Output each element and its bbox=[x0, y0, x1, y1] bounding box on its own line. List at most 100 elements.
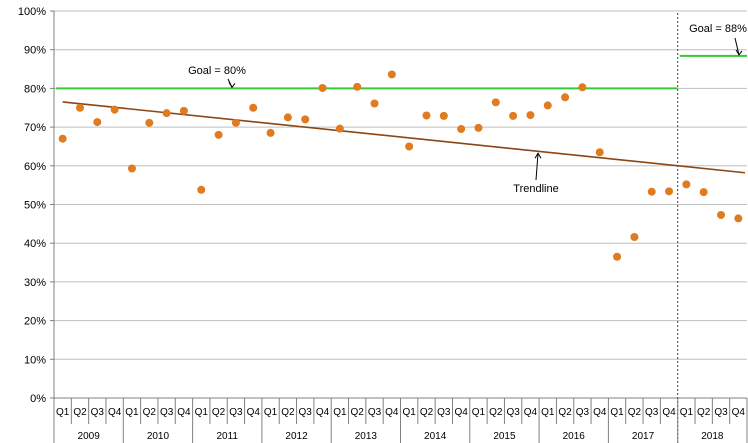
quarter-label: Q1 bbox=[333, 407, 347, 418]
data-point bbox=[162, 109, 171, 118]
data-point bbox=[335, 124, 344, 133]
y-tick-label: 40% bbox=[24, 238, 46, 250]
y-tick-label: 100% bbox=[18, 6, 46, 18]
data-point bbox=[127, 164, 136, 173]
quarter-label: Q4 bbox=[524, 407, 538, 418]
quarter-label: Q3 bbox=[576, 407, 590, 418]
quarter-label: Q3 bbox=[437, 407, 451, 418]
quarter-label: Q4 bbox=[385, 407, 399, 418]
quarter-label: Q3 bbox=[229, 407, 243, 418]
quarter-label: Q4 bbox=[316, 407, 330, 418]
quarter-label: Q1 bbox=[541, 407, 555, 418]
y-tick-label: 60% bbox=[24, 161, 46, 173]
data-point bbox=[110, 105, 119, 114]
data-point bbox=[717, 210, 726, 219]
y-tick-label: 80% bbox=[24, 83, 46, 95]
data-point bbox=[682, 180, 691, 189]
year-label: 2018 bbox=[701, 431, 724, 442]
data-point bbox=[301, 115, 310, 124]
data-point bbox=[231, 118, 240, 127]
quarter-label: Q4 bbox=[108, 407, 122, 418]
quarter-label: Q1 bbox=[472, 407, 486, 418]
y-tick-label: 90% bbox=[24, 45, 46, 57]
quarter-label: Q2 bbox=[489, 407, 503, 418]
year-label: 2016 bbox=[563, 431, 586, 442]
y-tick-label: 0% bbox=[30, 393, 46, 405]
data-point bbox=[595, 148, 604, 157]
quarter-label: Q3 bbox=[299, 407, 313, 418]
data-point bbox=[249, 103, 258, 112]
data-point bbox=[474, 123, 483, 132]
quarter-label: Q2 bbox=[558, 407, 572, 418]
quarter-label: Q1 bbox=[264, 407, 278, 418]
y-tick-label: 20% bbox=[24, 316, 46, 328]
data-point bbox=[197, 185, 206, 194]
quarter-label: Q3 bbox=[506, 407, 520, 418]
quarter-label: Q3 bbox=[645, 407, 659, 418]
trendline-label-pointer bbox=[535, 153, 539, 181]
data-point bbox=[422, 111, 431, 120]
data-point bbox=[214, 130, 223, 139]
data-point bbox=[509, 111, 518, 120]
quarter-label: Q4 bbox=[662, 407, 676, 418]
quarter-label: Q2 bbox=[143, 407, 157, 418]
trendline-label-arrowhead bbox=[534, 152, 542, 159]
trendline-line bbox=[62, 101, 746, 174]
quarter-label: Q2 bbox=[420, 407, 434, 418]
quarter-label: Q4 bbox=[593, 407, 607, 418]
x-axis-categories: Q1 Q2 Q3 Q4 Q1 Q2 Q3 Q4 Q1 Q2 Q3 Q4 Q1 Q2 Q3 Q4 Q1 Q2 Q3 Q4… bbox=[56, 398, 748, 443]
data-point bbox=[179, 106, 188, 115]
goal-label: Goal = 88% bbox=[689, 23, 747, 35]
quarter-label: Q3 bbox=[91, 407, 105, 418]
year-label: 2009 bbox=[78, 431, 101, 442]
quarter-label: Q1 bbox=[402, 407, 416, 418]
axes bbox=[50, 10, 747, 443]
quarter-label: Q2 bbox=[212, 407, 226, 418]
data-point bbox=[630, 233, 639, 242]
data-point bbox=[647, 187, 656, 196]
quarter-label: Q2 bbox=[697, 407, 711, 418]
quarter-label: Q4 bbox=[732, 407, 746, 418]
data-point bbox=[266, 128, 275, 137]
data-point bbox=[578, 83, 587, 92]
data-point bbox=[387, 70, 396, 79]
quarter-label: Q1 bbox=[195, 407, 209, 418]
gridlines bbox=[54, 10, 747, 360]
y-tick-label: 70% bbox=[24, 122, 46, 134]
y-axis-tick-labels: 0% 10% 20% 30% 40% 50% 60% 70% 80% 90% 100% bbox=[18, 6, 46, 405]
data-point bbox=[491, 98, 500, 107]
quarter-label: Q3 bbox=[714, 407, 728, 418]
data-point bbox=[145, 118, 154, 127]
data-point bbox=[734, 214, 743, 223]
data-point bbox=[93, 118, 102, 127]
data-point bbox=[665, 187, 674, 196]
data-point bbox=[283, 113, 292, 122]
data-point bbox=[370, 99, 379, 108]
year-label: 2015 bbox=[493, 431, 516, 442]
quarter-label: Q4 bbox=[247, 407, 261, 418]
data-point bbox=[526, 111, 535, 120]
data-point bbox=[439, 111, 448, 120]
quarter-label: Q2 bbox=[73, 407, 87, 418]
goal-label-arrowhead bbox=[735, 49, 743, 56]
quarter-label: Q3 bbox=[160, 407, 174, 418]
data-point bbox=[699, 188, 708, 197]
data-point bbox=[561, 93, 570, 102]
year-label: 2010 bbox=[147, 431, 170, 442]
data-point bbox=[543, 101, 552, 110]
y-tick-label: 10% bbox=[24, 354, 46, 366]
goal-label-arrowhead bbox=[228, 82, 236, 89]
data-point bbox=[58, 134, 67, 143]
quarter-label: Q4 bbox=[177, 407, 191, 418]
goal-label: Goal = 80% bbox=[188, 65, 246, 77]
goal-lines bbox=[56, 54, 747, 90]
goal-label-pointer bbox=[734, 37, 740, 56]
data-point bbox=[353, 82, 362, 91]
year-label: 2017 bbox=[632, 431, 655, 442]
y-tick-label: 30% bbox=[24, 277, 46, 289]
quarter-label: Q1 bbox=[680, 407, 694, 418]
quarter-label: Q1 bbox=[610, 407, 624, 418]
year-label: 2011 bbox=[216, 431, 238, 442]
year-label: 2013 bbox=[355, 431, 378, 442]
